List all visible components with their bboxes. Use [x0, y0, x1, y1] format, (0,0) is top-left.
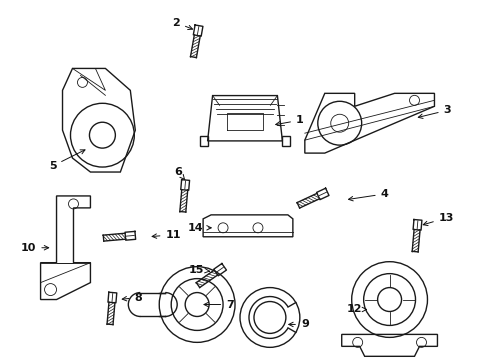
Text: 10: 10 [21, 243, 49, 253]
Text: 14: 14 [187, 223, 211, 233]
Text: 15: 15 [188, 265, 209, 275]
Text: 2: 2 [172, 18, 192, 30]
Text: 4: 4 [348, 189, 388, 201]
Text: 1: 1 [275, 115, 303, 126]
Text: 13: 13 [422, 213, 453, 226]
Text: 5: 5 [49, 150, 85, 171]
Text: 7: 7 [203, 300, 233, 310]
Text: 3: 3 [417, 105, 450, 118]
Text: 11: 11 [152, 230, 181, 240]
Text: 9: 9 [288, 319, 308, 329]
Text: 12: 12 [346, 305, 366, 315]
Text: 6: 6 [174, 167, 184, 180]
Text: 8: 8 [122, 293, 142, 302]
